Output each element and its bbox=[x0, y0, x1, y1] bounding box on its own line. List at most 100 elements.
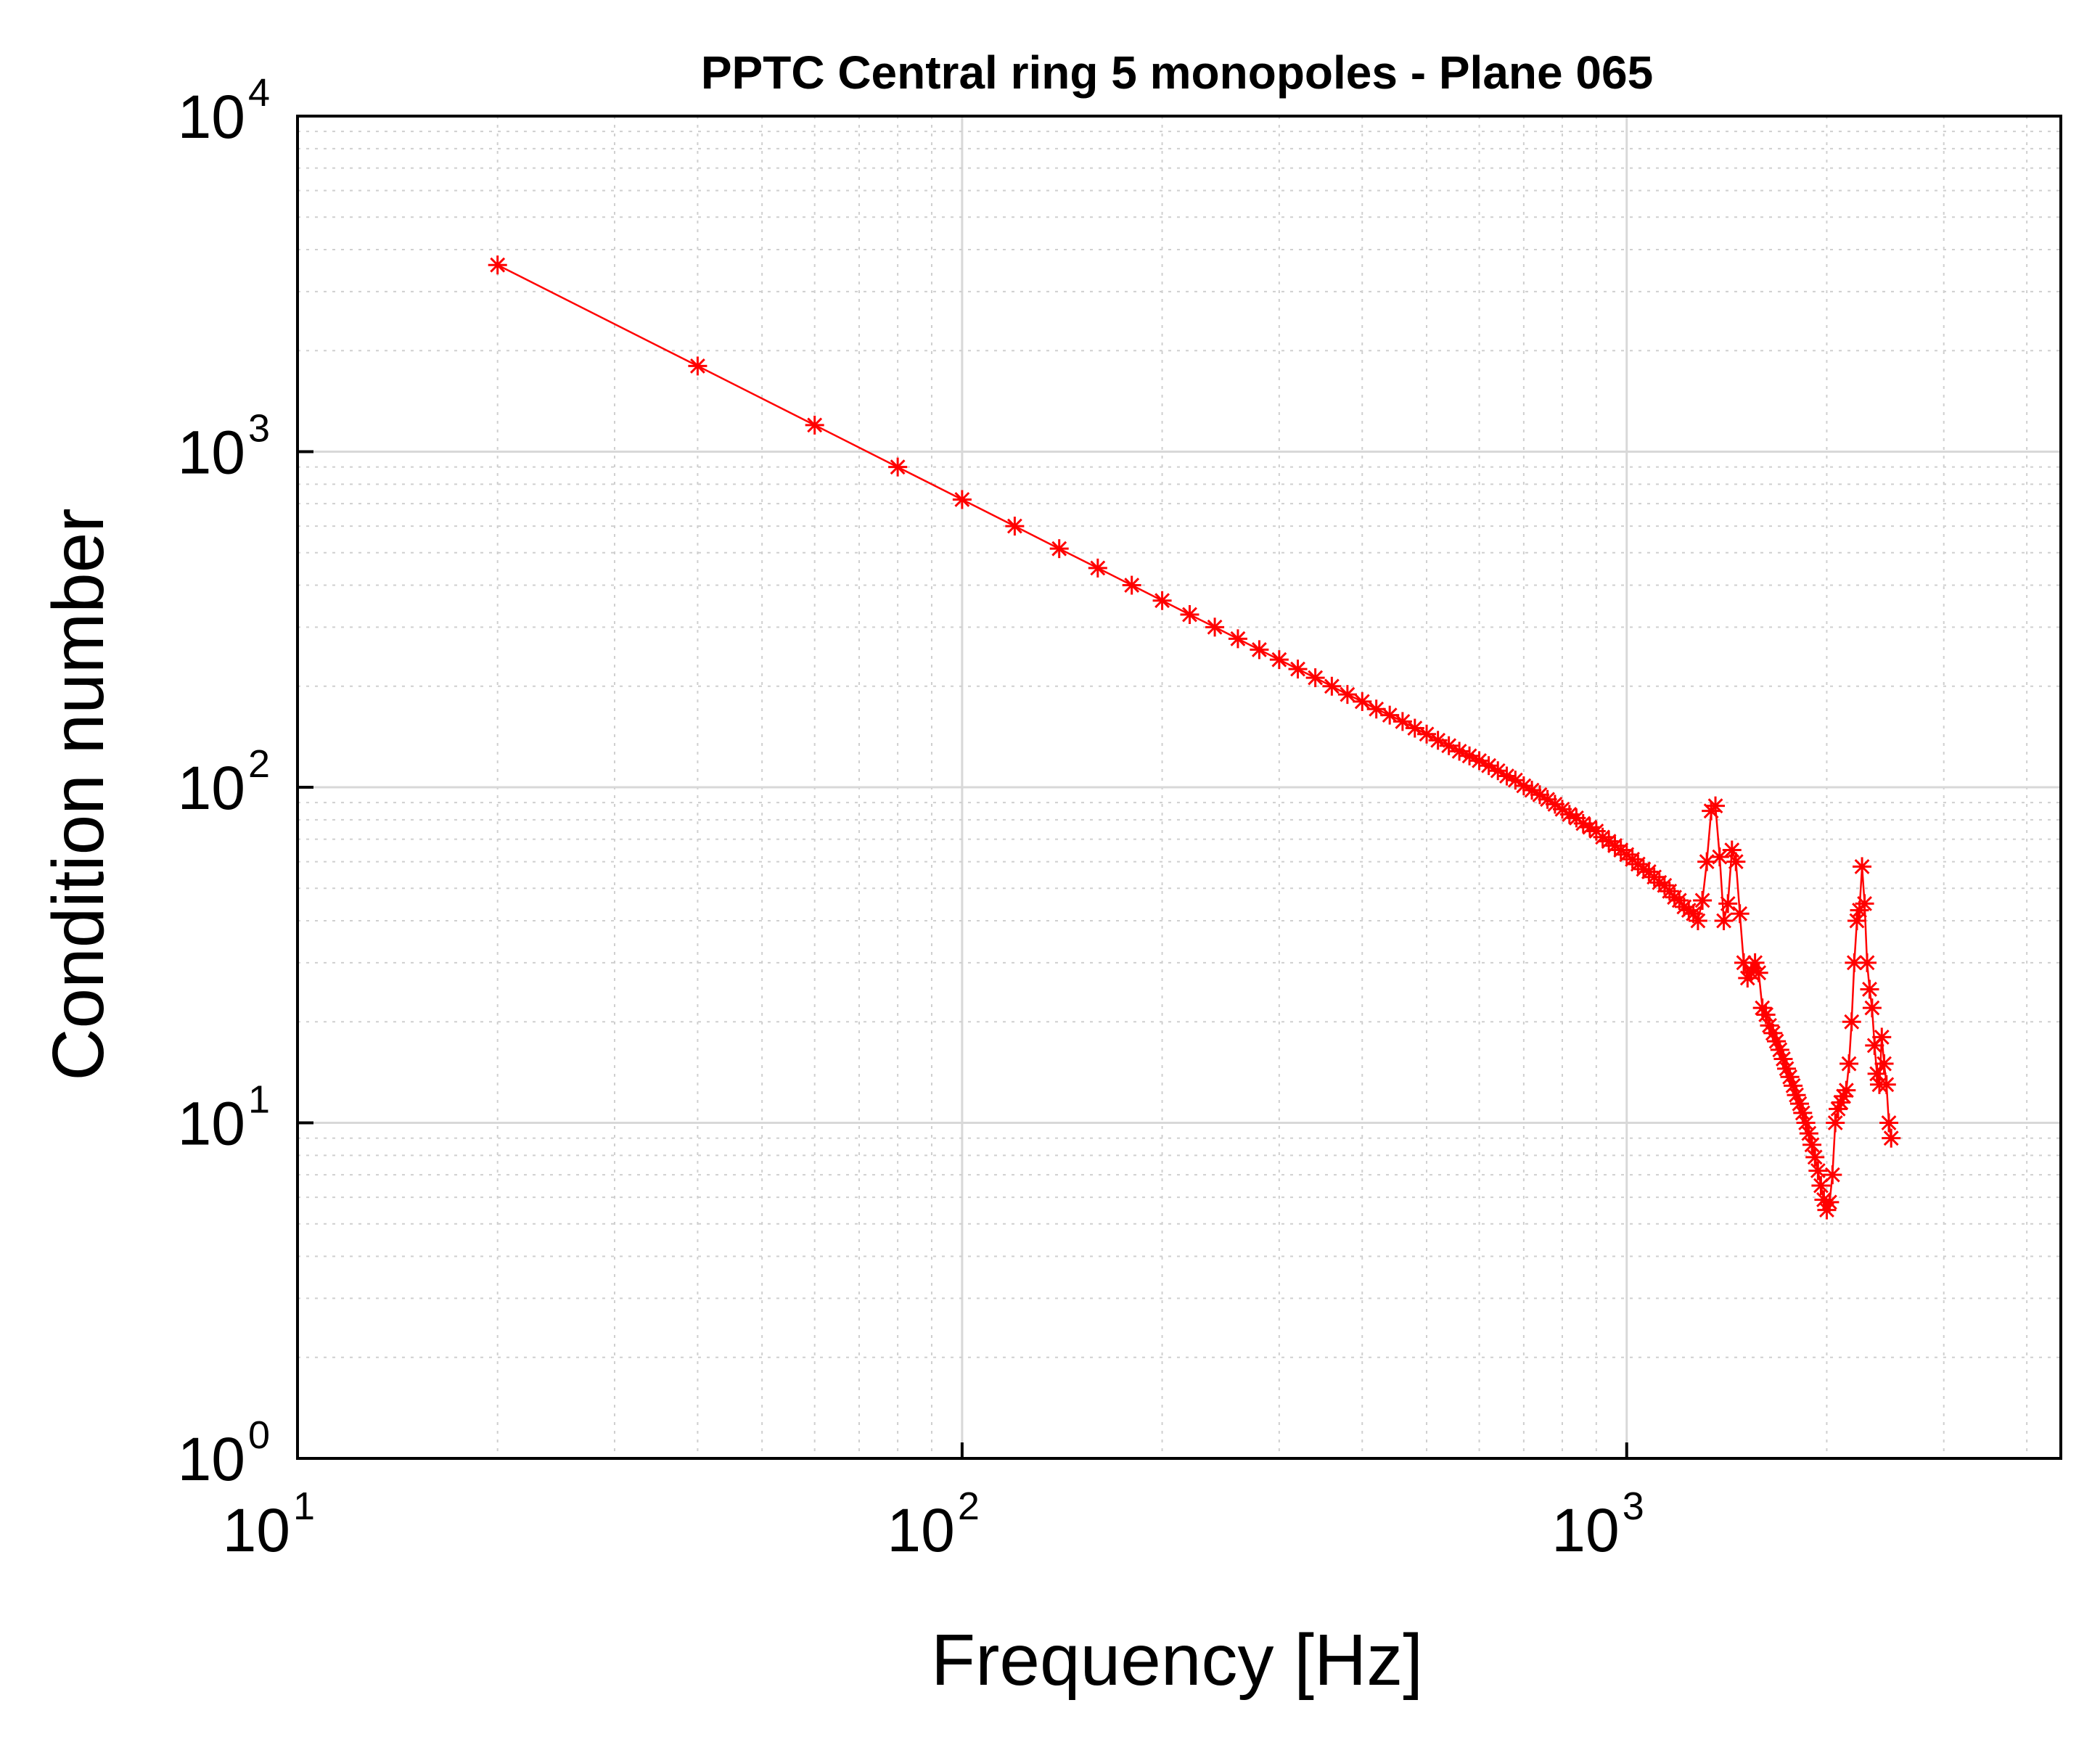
marker-stroke bbox=[954, 492, 970, 507]
marker-stroke bbox=[1230, 631, 1246, 646]
plot-area bbox=[488, 255, 1901, 1220]
marker-stroke bbox=[1369, 701, 1385, 717]
data-point bbox=[1417, 724, 1437, 744]
data-point bbox=[1180, 605, 1199, 625]
data-point bbox=[488, 255, 507, 275]
marker-stroke bbox=[1795, 1105, 1810, 1121]
marker-stroke bbox=[1582, 819, 1598, 835]
x-tick-label: 10 1 bbox=[223, 1485, 315, 1564]
marker-stroke bbox=[1859, 955, 1875, 971]
marker-stroke bbox=[1838, 1083, 1854, 1099]
data-point bbox=[1228, 629, 1247, 649]
y-tick-label: 10 2 bbox=[178, 742, 270, 822]
axis-ticks: 10 1 10 2 10 310 010 110 210 310 4 bbox=[178, 71, 1644, 1564]
marker-stroke bbox=[1671, 892, 1687, 908]
marker-stroke bbox=[1798, 1115, 1814, 1130]
data-point bbox=[1322, 676, 1342, 696]
data-point bbox=[1688, 911, 1707, 931]
marker-stroke bbox=[1841, 1056, 1857, 1072]
marker-stroke bbox=[1090, 560, 1106, 576]
marker-stroke bbox=[1271, 652, 1287, 668]
y-tick-base: 10 bbox=[178, 1090, 245, 1158]
marker-stroke bbox=[1846, 955, 1862, 971]
x-tick-base: 10 bbox=[223, 1496, 290, 1564]
data-point bbox=[952, 490, 972, 509]
data-point bbox=[1706, 796, 1726, 816]
data-point bbox=[1005, 517, 1025, 536]
y-tick-base: 10 bbox=[178, 1425, 245, 1493]
marker-stroke bbox=[1824, 1167, 1840, 1183]
y-tick-exponent: 4 bbox=[248, 71, 270, 115]
marker-stroke bbox=[689, 358, 705, 374]
data-point bbox=[1538, 789, 1557, 809]
x-tick-label: 10 2 bbox=[887, 1485, 979, 1564]
marker-stroke bbox=[1747, 955, 1763, 971]
data-point bbox=[1817, 1200, 1837, 1220]
data-point bbox=[1250, 640, 1269, 660]
marker-stroke bbox=[1807, 1149, 1823, 1165]
marker-stroke bbox=[1716, 913, 1731, 929]
marker-stroke bbox=[490, 257, 506, 273]
data-point bbox=[1152, 591, 1172, 610]
y-tick-label: 10 4 bbox=[178, 71, 270, 151]
marker-stroke bbox=[1879, 1077, 1895, 1093]
data-point bbox=[1405, 718, 1424, 738]
data-point bbox=[1205, 617, 1225, 637]
data-point bbox=[1799, 1124, 1818, 1144]
marker-stroke bbox=[1736, 955, 1752, 971]
data-point bbox=[1773, 1049, 1793, 1069]
marker-stroke bbox=[1154, 593, 1170, 609]
data-point bbox=[1469, 751, 1489, 771]
data-point bbox=[1882, 1128, 1901, 1148]
marker-stroke bbox=[1792, 1096, 1808, 1112]
marker-stroke bbox=[1686, 906, 1702, 921]
marker-stroke bbox=[1124, 578, 1140, 593]
marker-stroke bbox=[1877, 1056, 1892, 1072]
marker-stroke bbox=[1854, 858, 1870, 874]
data-point bbox=[1862, 998, 1882, 1018]
x-tick-exponent: 3 bbox=[1623, 1485, 1644, 1528]
marker-stroke bbox=[1354, 694, 1370, 710]
x-tick-base: 10 bbox=[1551, 1496, 1619, 1564]
marker-stroke bbox=[1694, 892, 1710, 908]
data-point bbox=[1049, 539, 1069, 559]
marker-stroke bbox=[1562, 807, 1578, 822]
data-point bbox=[1793, 1103, 1813, 1122]
y-tick-label: 10 0 bbox=[178, 1413, 270, 1493]
marker-stroke bbox=[1789, 1087, 1804, 1103]
data-point bbox=[1353, 691, 1372, 711]
data-point bbox=[1506, 771, 1525, 790]
marker-stroke bbox=[1816, 1192, 1832, 1207]
marker-stroke bbox=[1547, 796, 1563, 812]
data-point bbox=[1820, 1192, 1839, 1212]
marker-stroke bbox=[1601, 834, 1617, 849]
data-point bbox=[1337, 685, 1357, 705]
marker-stroke bbox=[1881, 1115, 1897, 1130]
y-tick-base: 10 bbox=[178, 419, 245, 487]
data-point bbox=[1780, 1067, 1800, 1087]
data-point bbox=[805, 415, 824, 435]
marker-stroke bbox=[1728, 854, 1744, 870]
marker-stroke bbox=[1182, 607, 1197, 623]
data-point bbox=[1726, 852, 1746, 871]
y-tick-label: 10 1 bbox=[178, 1078, 270, 1158]
x-tick-exponent: 1 bbox=[293, 1485, 315, 1528]
x-tick-label: 10 3 bbox=[1551, 1485, 1644, 1564]
data-point bbox=[1872, 1027, 1892, 1047]
data-point bbox=[688, 356, 707, 376]
marker-stroke bbox=[1595, 829, 1610, 845]
marker-stroke bbox=[1461, 748, 1477, 764]
marker-stroke bbox=[1724, 842, 1740, 858]
data-point bbox=[1853, 857, 1872, 876]
marker-stroke bbox=[1690, 913, 1706, 929]
data-point bbox=[1763, 1023, 1783, 1043]
marker-stroke bbox=[1481, 757, 1497, 773]
marker-stroke bbox=[1575, 816, 1591, 832]
x-axis-label: Frequency [Hz] bbox=[931, 1619, 1423, 1701]
marker-stroke bbox=[1207, 619, 1223, 635]
grid bbox=[296, 116, 2061, 1458]
data-point bbox=[1288, 660, 1308, 679]
y-tick-exponent: 0 bbox=[248, 1413, 270, 1457]
marker-stroke bbox=[1430, 732, 1446, 748]
